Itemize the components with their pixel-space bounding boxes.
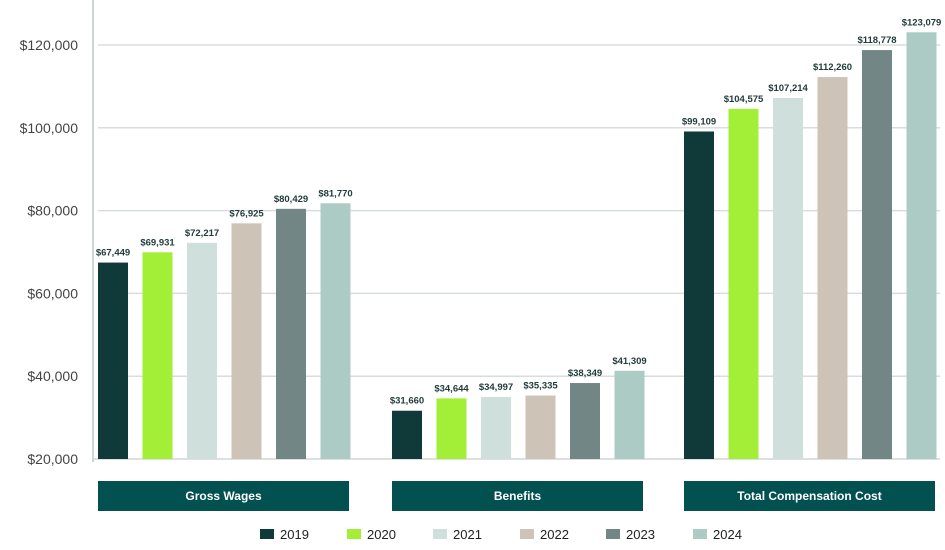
bar (320, 203, 351, 459)
data-label: $34,997 (479, 382, 513, 393)
bar (773, 97, 803, 460)
data-label: $80,429 (274, 194, 308, 205)
legend-swatch (606, 529, 620, 539)
y-tick-label: $60,000 (27, 285, 78, 301)
legend-swatch (433, 529, 447, 539)
bar (392, 410, 422, 459)
y-tick-label: $120,000 (20, 37, 79, 53)
bar (142, 252, 173, 459)
y-tick-label: $100,000 (20, 120, 79, 136)
legend-swatch (260, 529, 274, 539)
data-label: $112,260 (813, 62, 852, 73)
bar (862, 50, 892, 459)
legend-swatch (693, 529, 707, 539)
data-label: $31,660 (390, 396, 424, 407)
data-label: $118,778 (857, 35, 896, 46)
y-tick-label: $80,000 (27, 203, 78, 219)
legend-label: 2024 (713, 527, 742, 542)
bar (525, 395, 556, 459)
bar (481, 396, 511, 459)
y-tick-label: $20,000 (27, 451, 78, 467)
data-label: $35,335 (523, 381, 558, 392)
data-label: $69,931 (140, 237, 175, 248)
data-label: $99,109 (682, 116, 716, 127)
data-label: $41,309 (612, 356, 646, 367)
legend-label: 2020 (367, 527, 396, 542)
category-box (98, 481, 349, 511)
legend-swatch (347, 529, 361, 539)
category-label: Benefits (494, 489, 542, 503)
legend-label: 2022 (540, 527, 569, 542)
bar (817, 77, 848, 459)
bar (684, 131, 714, 459)
data-label: $104,575 (724, 94, 764, 105)
legend-swatch (520, 529, 534, 539)
data-label: $72,217 (185, 228, 219, 239)
data-label: $67,449 (96, 248, 130, 259)
bar (728, 108, 759, 459)
bar (187, 242, 217, 459)
category-label: Total Compensation Cost (737, 489, 881, 503)
legend-label: 2023 (626, 527, 655, 542)
data-label: $38,349 (568, 368, 602, 379)
category-box (684, 481, 935, 511)
data-label: $76,925 (229, 208, 264, 219)
data-label: $34,644 (434, 383, 469, 394)
bar (231, 223, 262, 459)
bar (614, 370, 645, 459)
data-label: $81,770 (318, 188, 352, 199)
category-box (392, 481, 643, 511)
data-label: $123,079 (902, 17, 942, 28)
category-label: Gross Wages (185, 489, 262, 503)
data-label: $107,214 (768, 83, 808, 94)
bar (276, 208, 306, 459)
legend-label: 2021 (453, 527, 482, 542)
bar (906, 32, 937, 460)
legend-label: 2019 (280, 527, 309, 542)
bar (570, 383, 600, 459)
bar (98, 262, 128, 459)
bar (436, 398, 467, 459)
y-tick-label: $40,000 (27, 368, 78, 384)
